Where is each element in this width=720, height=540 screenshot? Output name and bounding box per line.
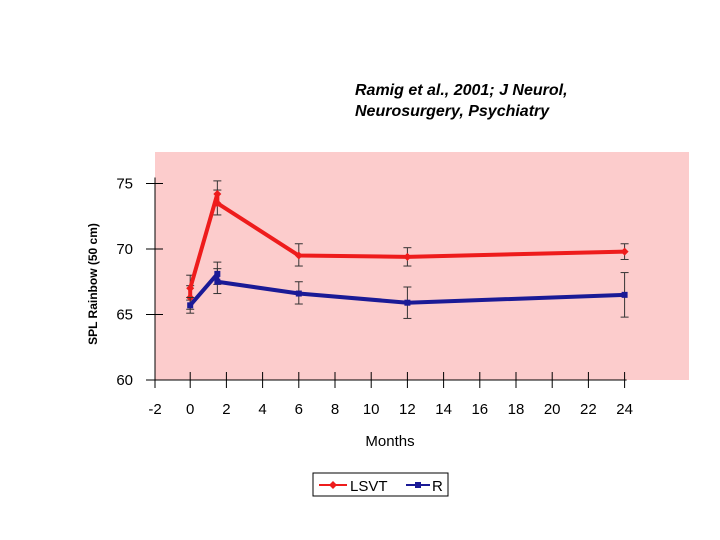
data-point-lsvt [186, 284, 195, 293]
x-tick-label: 20 [544, 401, 561, 418]
x-tick-label: 6 [295, 401, 303, 418]
data-point-r [621, 291, 628, 298]
y-axis-title: SPL Rainbow (50 cm) [86, 223, 100, 345]
x-tick-label: 2 [222, 401, 230, 418]
plot-area [155, 152, 689, 380]
y-tick-label: 70 [116, 241, 133, 258]
data-point-r [214, 278, 221, 285]
legend-marker-r [415, 482, 421, 488]
x-tick-label: 0 [186, 401, 194, 418]
data-point-r [404, 299, 411, 306]
legend-marker-lsvt [329, 481, 337, 489]
x-tick-label: 16 [471, 401, 488, 418]
data-point-lsvt [620, 247, 629, 256]
series-line-r [188, 271, 625, 307]
data-point-r [295, 290, 302, 297]
data-point-r [214, 270, 221, 277]
data-point-r [187, 302, 194, 309]
y-tick-label: 60 [116, 372, 133, 389]
x-tick-label: 18 [508, 401, 525, 418]
legend-label-r: R [432, 478, 443, 495]
x-tick-label: 10 [363, 401, 380, 418]
x-tick-label: -2 [148, 401, 161, 418]
x-tick-label: 22 [580, 401, 597, 418]
legend-label-lsvt: LSVT [350, 478, 388, 495]
citation-text: Ramig et al., 2001; J Neurol, Neurosurge… [355, 82, 568, 120]
y-tick-label: 65 [116, 307, 133, 324]
y-tick-label: 75 [116, 176, 133, 193]
x-tick-label: 4 [258, 401, 266, 418]
data-point-lsvt [294, 251, 303, 260]
x-tick-label: 14 [435, 401, 452, 418]
x-tick-label: 8 [331, 401, 339, 418]
x-tick-label: 12 [399, 401, 416, 418]
x-axis-title: Months [365, 433, 414, 450]
legend: LSVT R [312, 472, 449, 497]
data-point-lsvt [403, 252, 412, 261]
x-tick-label: 24 [616, 401, 633, 418]
data-point-lsvt [213, 199, 222, 208]
data-point-lsvt [213, 189, 222, 198]
